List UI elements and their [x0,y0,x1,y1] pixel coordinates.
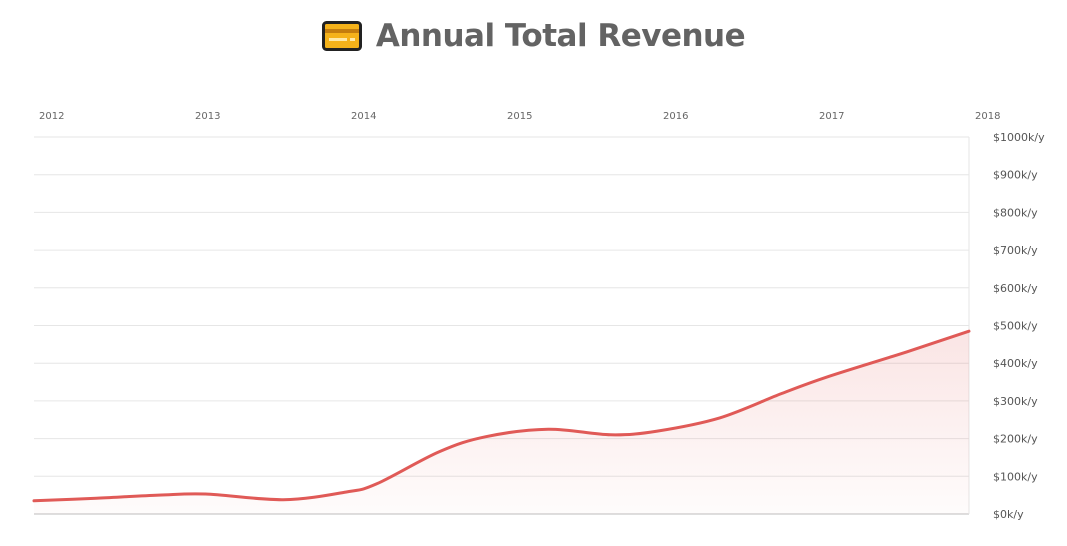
data-point [718,417,720,419]
data-point [438,451,440,453]
y-tick-label: $600k/y [993,282,1038,295]
data-point [33,500,35,502]
data-point [547,428,549,430]
y-tick-label: $400k/y [993,357,1038,370]
y-tick-label: $200k/y [993,433,1038,446]
data-point [609,434,611,436]
y-tick-label: $900k/y [993,169,1038,182]
x-tick-label: 2012 [39,111,64,122]
data-point [344,491,346,493]
x-tick-label: 2013 [195,111,220,122]
data-point [968,330,970,332]
credit-card-icon [321,21,362,51]
data-point [828,375,830,377]
x-tick-label: 2018 [975,111,1000,122]
data-point [204,493,206,495]
data-point [656,430,658,432]
y-tick-label: $800k/y [993,206,1038,219]
data-point [95,497,97,499]
data-point [485,436,487,438]
series-line [32,329,971,503]
y-tick-label: $0k/y [993,508,1024,521]
x-tick-label: 2017 [819,111,844,122]
x-tick-label: 2015 [507,111,532,122]
y-tick-label: $700k/y [993,244,1038,257]
chart-header: Annual Total Revenue [0,14,1067,58]
page-title: Annual Total Revenue [375,18,746,54]
x-tick-label: 2014 [351,111,376,122]
data-point [282,498,284,500]
y-tick-label: $500k/y [993,320,1038,333]
x-tick-label: 2016 [663,111,688,122]
y-tick-label: $300k/y [993,395,1038,408]
data-point [157,494,159,496]
data-point [376,483,378,485]
data-point [905,351,907,353]
series-area [34,331,969,514]
y-tick-label: $1000k/y [993,131,1045,144]
y-tick-label: $100k/y [993,470,1038,483]
data-point [781,392,783,394]
